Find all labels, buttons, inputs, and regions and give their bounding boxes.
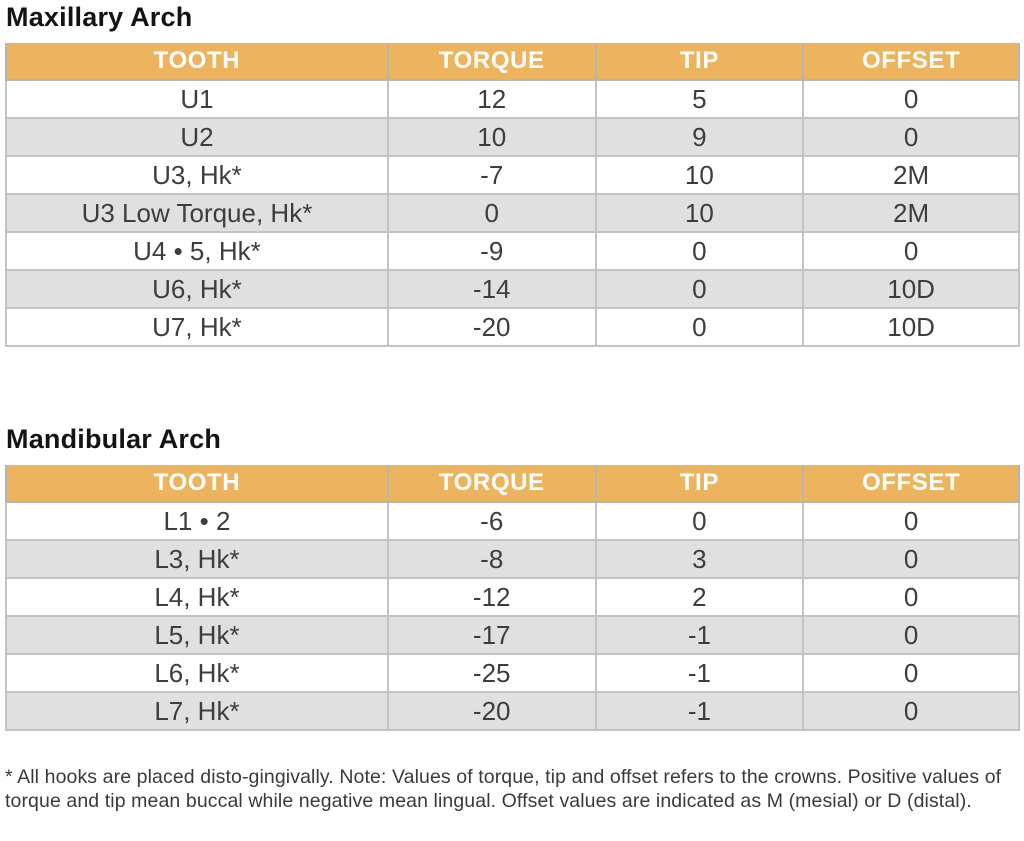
maxillary-table-body: U1 12 5 0 U2 10 9 0 U3, Hk* -7 10 2M U3 Low Torque, … — [5, 79, 1020, 347]
tip-cell: -1 — [594, 615, 805, 655]
mandibular-table-body: L1 • 2 -6 0 0 L3, Hk* -8 3 0 L4, Hk* -12 2 0 L5, Hk*… — [5, 501, 1020, 731]
column-header-tooth: TOOTH — [5, 465, 389, 503]
column-header-torque: TORQUE — [386, 43, 597, 81]
table-row: L6, Hk* -25 -1 0 — [5, 653, 1020, 693]
column-header-tip: TIP — [594, 465, 805, 503]
tooth-cell: L3, Hk* — [5, 539, 389, 579]
tooth-cell: U3, Hk* — [5, 155, 389, 195]
maxillary-arch-table: TOOTH TORQUE TIP OFFSET U1 12 5 0 U2 10 9 0 U3, … — [5, 43, 1020, 347]
tooth-cell: L7, Hk* — [5, 691, 389, 731]
torque-cell: -9 — [386, 231, 597, 271]
header-row: TOOTH TORQUE TIP OFFSET — [5, 43, 1020, 81]
offset-cell: 0 — [802, 653, 1020, 693]
footnote-text: * All hooks are placed disto-gingivally.… — [5, 766, 1002, 812]
table-row: U4 • 5, Hk* -9 0 0 — [5, 231, 1020, 271]
offset-cell: 0 — [802, 691, 1020, 731]
tip-cell: 0 — [594, 307, 805, 347]
torque-cell: -14 — [386, 269, 597, 309]
torque-cell: -20 — [386, 691, 597, 731]
tip-cell: 10 — [594, 155, 805, 195]
tooth-cell: L4, Hk* — [5, 577, 389, 617]
torque-cell: -12 — [386, 577, 597, 617]
offset-cell: 2M — [802, 155, 1020, 195]
table-row: U3 Low Torque, Hk* 0 10 2M — [5, 193, 1020, 233]
torque-cell: -6 — [386, 501, 597, 541]
tooth-cell: U7, Hk* — [5, 307, 389, 347]
torque-cell: 0 — [386, 193, 597, 233]
table-row: U2 10 9 0 — [5, 117, 1020, 157]
torque-cell: -25 — [386, 653, 597, 693]
table-row: L7, Hk* -20 -1 0 — [5, 691, 1020, 731]
tip-cell: 0 — [594, 231, 805, 271]
column-header-offset: OFFSET — [802, 465, 1020, 503]
tooth-cell: L5, Hk* — [5, 615, 389, 655]
table-row: U6, Hk* -14 0 10D — [5, 269, 1020, 309]
tip-cell: 9 — [594, 117, 805, 157]
tip-cell: -1 — [594, 653, 805, 693]
table-row: U7, Hk* -20 0 10D — [5, 307, 1020, 347]
tooth-cell: L1 • 2 — [5, 501, 389, 541]
table-row: L3, Hk* -8 3 0 — [5, 539, 1020, 579]
header-row: TOOTH TORQUE TIP OFFSET — [5, 465, 1020, 503]
offset-cell: 0 — [802, 501, 1020, 541]
table-row: U3, Hk* -7 10 2M — [5, 155, 1020, 195]
offset-cell: 10D — [802, 307, 1020, 347]
maxillary-table-header: TOOTH TORQUE TIP OFFSET — [5, 43, 1020, 81]
table-row: L5, Hk* -17 -1 0 — [5, 615, 1020, 655]
tip-cell: 0 — [594, 501, 805, 541]
maxillary-arch-title: Maxillary Arch — [6, 2, 193, 32]
tip-cell: 2 — [594, 577, 805, 617]
tooth-cell: U2 — [5, 117, 389, 157]
tip-cell: 5 — [594, 79, 805, 119]
offset-cell: 0 — [802, 539, 1020, 579]
torque-cell: 12 — [386, 79, 597, 119]
tip-cell: 10 — [594, 193, 805, 233]
tooth-cell: L6, Hk* — [5, 653, 389, 693]
offset-cell: 0 — [802, 117, 1020, 157]
tooth-cell: U4 • 5, Hk* — [5, 231, 389, 271]
table-row: U1 12 5 0 — [5, 79, 1020, 119]
tip-cell: 0 — [594, 269, 805, 309]
mandibular-arch-title: Mandibular Arch — [6, 424, 222, 454]
mandibular-table-header: TOOTH TORQUE TIP OFFSET — [5, 465, 1020, 503]
column-header-tooth: TOOTH — [5, 43, 389, 81]
mandibular-arch-table: TOOTH TORQUE TIP OFFSET L1 • 2 -6 0 0 L3, Hk… — [5, 465, 1020, 731]
offset-cell: 10D — [802, 269, 1020, 309]
tooth-cell: U1 — [5, 79, 389, 119]
torque-cell: -17 — [386, 615, 597, 655]
offset-cell: 0 — [802, 79, 1020, 119]
offset-cell: 0 — [802, 231, 1020, 271]
offset-cell: 0 — [802, 577, 1020, 617]
column-header-tip: TIP — [594, 43, 805, 81]
torque-cell: -8 — [386, 539, 597, 579]
offset-cell: 0 — [802, 615, 1020, 655]
column-header-offset: OFFSET — [802, 43, 1020, 81]
torque-cell: -20 — [386, 307, 597, 347]
tooth-cell: U3 Low Torque, Hk* — [5, 193, 389, 233]
torque-cell: 10 — [386, 117, 597, 157]
column-header-torque: TORQUE — [386, 465, 597, 503]
table-row: L4, Hk* -12 2 0 — [5, 577, 1020, 617]
torque-cell: -7 — [386, 155, 597, 195]
tip-cell: 3 — [594, 539, 805, 579]
tip-cell: -1 — [594, 691, 805, 731]
offset-cell: 2M — [802, 193, 1020, 233]
tooth-cell: U6, Hk* — [5, 269, 389, 309]
table-row: L1 • 2 -6 0 0 — [5, 501, 1020, 541]
